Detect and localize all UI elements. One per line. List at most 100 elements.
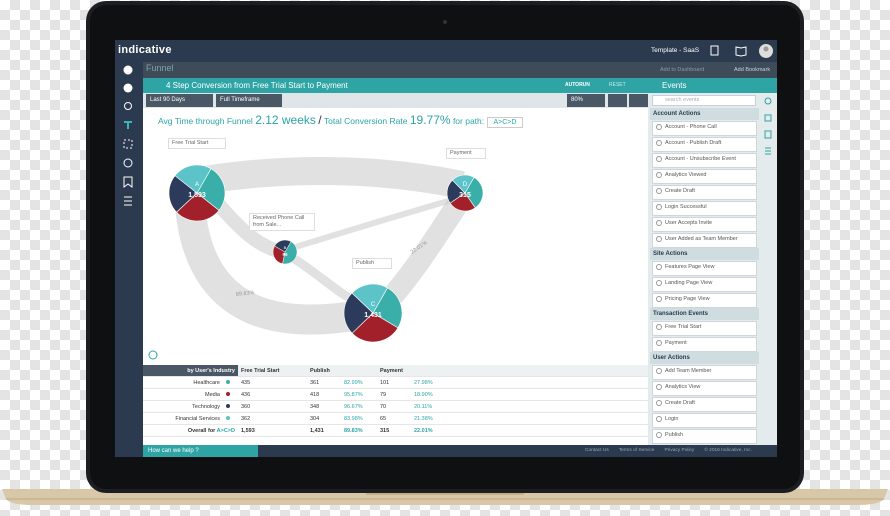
help-icon[interactable] xyxy=(148,350,158,360)
event-item[interactable]: Publish xyxy=(652,429,757,444)
column-header: Free Trial Start xyxy=(238,365,307,377)
reset-button[interactable]: RESET xyxy=(609,82,626,88)
node-label-box: Payment xyxy=(446,148,486,159)
tool-button[interactable] xyxy=(629,94,648,107)
total-label: Overall for xyxy=(187,427,216,434)
footer-link[interactable]: Privacy Policy xyxy=(664,448,695,453)
path-label: for path: xyxy=(452,116,485,126)
event-item[interactable]: Create Draft xyxy=(652,185,757,200)
total-name: Overall for A>C>D xyxy=(143,424,238,437)
event-item[interactable]: Pricing Page View xyxy=(652,293,757,308)
pie-slice xyxy=(351,283,388,314)
event-item[interactable]: Analytics View xyxy=(652,381,757,396)
help-button[interactable]: How can we help ? xyxy=(143,445,258,457)
pie-slice xyxy=(174,164,212,194)
event-group: User Actions xyxy=(650,352,759,364)
legend-dot xyxy=(226,379,230,384)
node-label: Payment xyxy=(446,148,486,159)
top-bar xyxy=(115,40,777,62)
zoom-button[interactable]: 80% xyxy=(567,94,605,107)
event-item[interactable]: Account - Unsubscribe Event xyxy=(652,153,757,168)
cell-value: 101 xyxy=(377,376,411,389)
avg-label: Avg Time through Funnel xyxy=(158,116,253,126)
event-item[interactable]: User Added as Team Member xyxy=(652,233,757,248)
rate-value: 19.77% xyxy=(409,113,451,127)
event-item[interactable]: Payment xyxy=(652,337,757,352)
add-bookmark[interactable]: Add Bookmark xyxy=(734,67,771,73)
event-item[interactable]: Add Team Member xyxy=(652,365,757,380)
tool-button[interactable] xyxy=(608,94,627,107)
pie-slice xyxy=(351,312,399,343)
event-item[interactable]: Create Draft xyxy=(652,397,757,412)
pie-slice-decor xyxy=(282,241,298,265)
row-name: Media xyxy=(143,388,223,401)
summary: Avg Time through Funnel 2.12 weeks / Tot… xyxy=(158,113,524,128)
section-bar xyxy=(143,62,777,78)
cell-value: 65 xyxy=(377,412,411,425)
cell-value: 435 xyxy=(238,376,307,389)
table-row: Media 436 418 95.87% 79 18.90% xyxy=(143,388,648,401)
event-item[interactable]: Account - Publish Draft xyxy=(652,137,757,152)
cell-value: 418 xyxy=(307,388,341,401)
table-header: by User's Industry Free Trial Start Publis… xyxy=(143,365,648,377)
node-label: Publish xyxy=(352,258,392,269)
row-name: Financial Services xyxy=(143,412,223,425)
template-name[interactable]: Template - SaaS xyxy=(651,47,700,54)
pie-slice xyxy=(168,175,198,213)
cell-value: 348 xyxy=(307,400,341,413)
event-group: Account Actions xyxy=(650,108,759,120)
events-header: Events xyxy=(648,78,777,93)
date-range-button[interactable]: Last 90 Days xyxy=(146,94,213,107)
footer-link[interactable]: Terms of Service xyxy=(618,448,655,453)
event-item[interactable]: Landing Page View xyxy=(652,277,757,292)
cell-value: 436 xyxy=(238,388,307,401)
group-label: by User's Industry xyxy=(143,365,238,377)
event-item[interactable]: Features Page View xyxy=(652,261,757,276)
section-title: Funnel xyxy=(146,63,174,73)
event-item[interactable]: Login xyxy=(652,413,757,428)
events-side-icons xyxy=(764,97,772,155)
total-path: A>C>D xyxy=(216,427,235,434)
event-item[interactable]: Login Successful xyxy=(652,201,757,216)
add-to-dashboard[interactable]: Add to Dashboard xyxy=(660,67,705,73)
table-area: by User's Industry Free Trial Start Publis… xyxy=(143,365,648,445)
total-value: 1,431 xyxy=(307,424,341,437)
dot-cell xyxy=(223,400,238,413)
autorun-button[interactable]: AUTORUN xyxy=(565,82,590,88)
filler xyxy=(450,365,648,377)
event-search[interactable]: search events xyxy=(652,95,756,106)
row-name: Technology xyxy=(143,400,223,413)
node-count: 315 xyxy=(459,192,471,199)
pie-slice xyxy=(372,287,403,329)
funnel-title: 4 Step Conversion from Free Trial Start … xyxy=(166,81,348,90)
legend-dot xyxy=(226,415,230,420)
row-name: Healthcare xyxy=(143,376,223,389)
footer-links: Contact Us Terms of Service Privacy Policy… xyxy=(585,448,752,453)
event-item[interactable]: User Accepts Invite xyxy=(652,217,757,232)
path-select[interactable]: A>C>D xyxy=(486,117,524,128)
link-label: 89.83% xyxy=(236,290,255,298)
cell-rate: 83.98% xyxy=(341,412,377,425)
event-item[interactable]: Analytics Viewed xyxy=(652,169,757,184)
avg-value: 2.12 weeks xyxy=(255,113,316,127)
filler xyxy=(450,376,648,389)
event-item[interactable]: Account - Phone Call xyxy=(652,121,757,136)
dot-cell xyxy=(223,388,238,401)
footer xyxy=(143,445,777,457)
total-value: 315 xyxy=(377,424,411,437)
rate-label: Total Conversion Rate xyxy=(323,116,408,126)
logo[interactable]: indicative xyxy=(118,44,172,56)
column-header: Publish xyxy=(307,365,377,377)
event-item[interactable]: Free Trial Start xyxy=(652,321,757,336)
table-row: Financial Services 362 304 83.98% 65 21.38% xyxy=(143,412,648,425)
pie-slice xyxy=(196,168,226,211)
pie-slice xyxy=(452,174,475,194)
footer-link[interactable]: Contact Us xyxy=(585,448,609,453)
event-list: Account Actions Account - Phone Call Accou… xyxy=(650,108,759,445)
cell-value: 361 xyxy=(307,376,341,389)
node-letter: A xyxy=(195,182,199,188)
filler xyxy=(450,400,648,413)
pie-slice xyxy=(176,192,220,222)
cell-value: 362 xyxy=(238,412,307,425)
timeframe-button[interactable]: Full Timeframe xyxy=(216,94,282,107)
